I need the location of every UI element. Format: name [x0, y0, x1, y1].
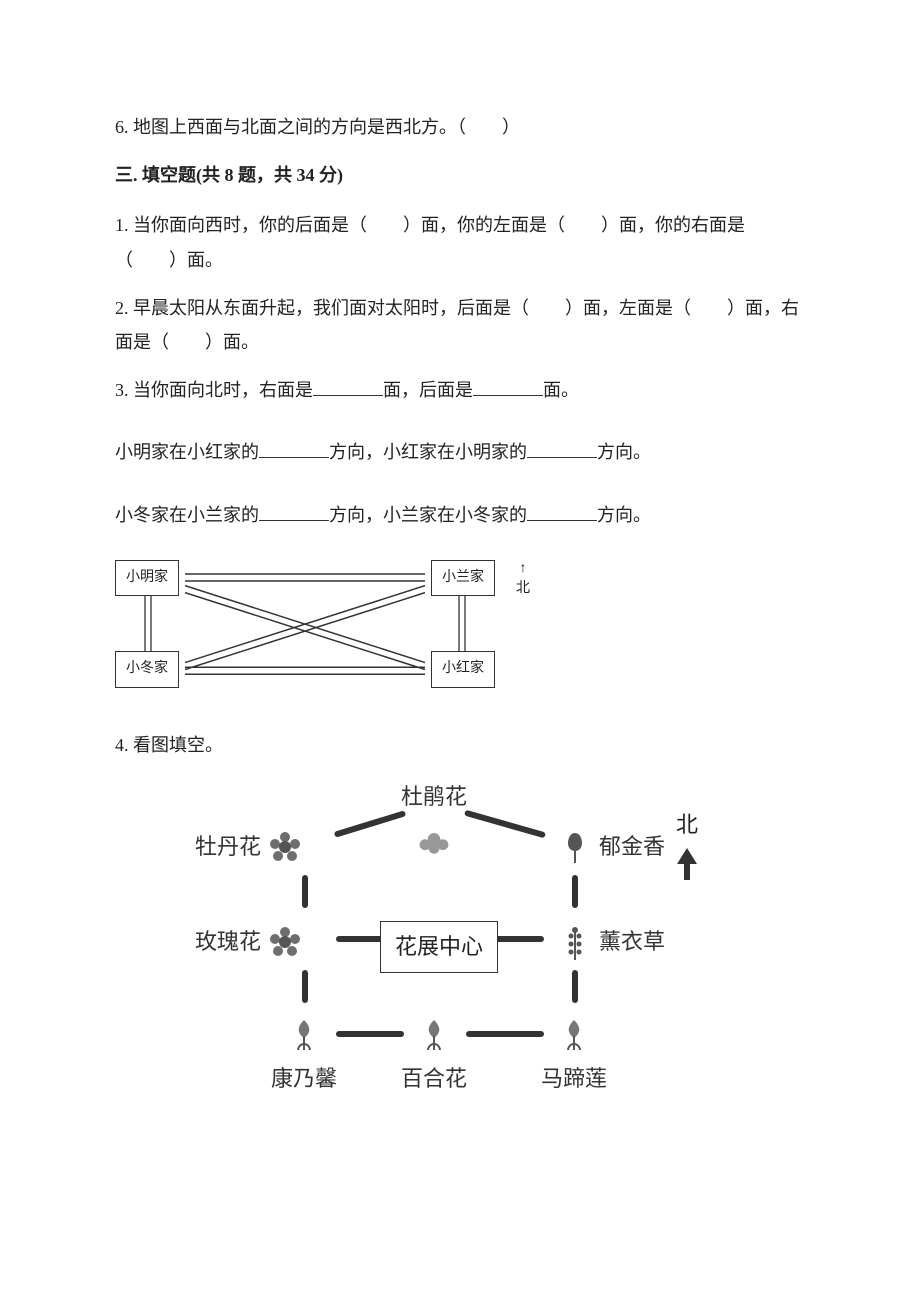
text-b: 方向，小红家在小明家的 — [329, 442, 527, 462]
q3-2: 2. 早晨太阳从东面升起，我们面对太阳时，后面是（ ）面，左面是（ ）面，右面是… — [115, 291, 805, 359]
page: 6. 地图上西面与北面之间的方向是西北方。（ ） 三. 填空题(共 8 题，共 … — [0, 0, 920, 1164]
q3-3-text-b: 面，后面是 — [383, 380, 473, 400]
flower-carnation-icon — [286, 1016, 322, 1052]
flower-label: 薰衣草 — [599, 921, 665, 963]
blank[interactable] — [259, 440, 329, 458]
flower-node-mati: 马蹄莲 — [541, 1016, 607, 1100]
q3-1: 1. 当你面向西时，你的后面是（ ）面，你的左面是（ ）面，你的右面是（ ）面。 — [115, 208, 805, 276]
flower-center: 花展中心 — [380, 921, 498, 973]
flower-label: 马蹄莲 — [541, 1058, 607, 1100]
text-c: 方向。 — [597, 442, 651, 462]
blank[interactable] — [259, 503, 329, 521]
north-label: 北 — [516, 576, 530, 603]
question-6: 6. 地图上西面与北面之间的方向是西北方。（ ） — [115, 110, 805, 144]
q3-direction-line1: 小明家在小红家的 方向，小红家在小明家的 方向。 — [115, 435, 805, 469]
flower-lavender-icon — [557, 924, 593, 960]
flower-tulip-icon — [557, 829, 593, 865]
flower-map: 花展中心 北 杜鹃花牡丹花郁金香玫瑰花薰衣草康乃馨百合花马蹄莲 — [175, 784, 715, 1104]
blank[interactable] — [527, 503, 597, 521]
text-c: 方向。 — [597, 505, 651, 525]
house-xiaodong: 小冬家 — [115, 651, 179, 688]
flower-node-xunyi: 薰衣草 — [557, 921, 665, 963]
flower-node-yujin: 郁金香 — [557, 826, 665, 868]
section-3-title: 三. 填空题(共 8 题，共 34 分) — [115, 158, 805, 192]
q3-3-text-c: 面。 — [543, 380, 579, 400]
north-indicator: ↑ 北 — [516, 562, 530, 603]
flower-lily-icon — [416, 1016, 452, 1052]
flower-node-mudan: 牡丹花 — [195, 826, 303, 868]
flower-rose-icon — [267, 924, 303, 960]
blank[interactable] — [527, 440, 597, 458]
q3-4-title: 4. 看图填空。 — [115, 728, 805, 762]
flower-label: 百合花 — [401, 1058, 467, 1100]
blank[interactable] — [313, 378, 383, 396]
text-a: 小明家在小红家的 — [115, 442, 259, 462]
north-label: 北 — [676, 804, 698, 846]
arrow-up-icon: ↑ — [520, 562, 527, 576]
q3-3-text-a: 3. 当你面向北时，右面是 — [115, 380, 313, 400]
flower-label: 康乃馨 — [271, 1058, 337, 1100]
flower-node-kangnai: 康乃馨 — [271, 1016, 337, 1100]
arrow-up-icon — [675, 846, 699, 882]
flower-node-baihe: 百合花 — [401, 1016, 467, 1100]
flower-peony-icon — [267, 829, 303, 865]
flower-label: 牡丹花 — [195, 826, 261, 868]
flower-label: 郁金香 — [599, 826, 665, 868]
q3-direction-line2: 小冬家在小兰家的 方向，小兰家在小冬家的 方向。 — [115, 498, 805, 532]
houses-diagram: 小明家 小兰家 小冬家 小红家 ↑ 北 — [115, 560, 495, 688]
house-xiaohong: 小红家 — [431, 651, 495, 688]
flower-node-dujuan: 杜鹃花 — [401, 776, 467, 860]
text-b: 方向，小兰家在小冬家的 — [329, 505, 527, 525]
flower-node-meigui: 玫瑰花 — [195, 921, 303, 963]
flower-label: 杜鹃花 — [401, 776, 467, 818]
house-xiaoming: 小明家 — [115, 560, 179, 597]
flower-label: 玫瑰花 — [195, 921, 261, 963]
text-a: 小冬家在小兰家的 — [115, 505, 259, 525]
flower-cluster-icon — [416, 824, 452, 860]
north-indicator: 北 — [675, 804, 699, 882]
blank[interactable] — [473, 378, 543, 396]
flower-calla-icon — [556, 1016, 592, 1052]
house-xiaolan: 小兰家 — [431, 560, 495, 597]
q3-3: 3. 当你面向北时，右面是 面，后面是 面。 — [115, 373, 805, 407]
